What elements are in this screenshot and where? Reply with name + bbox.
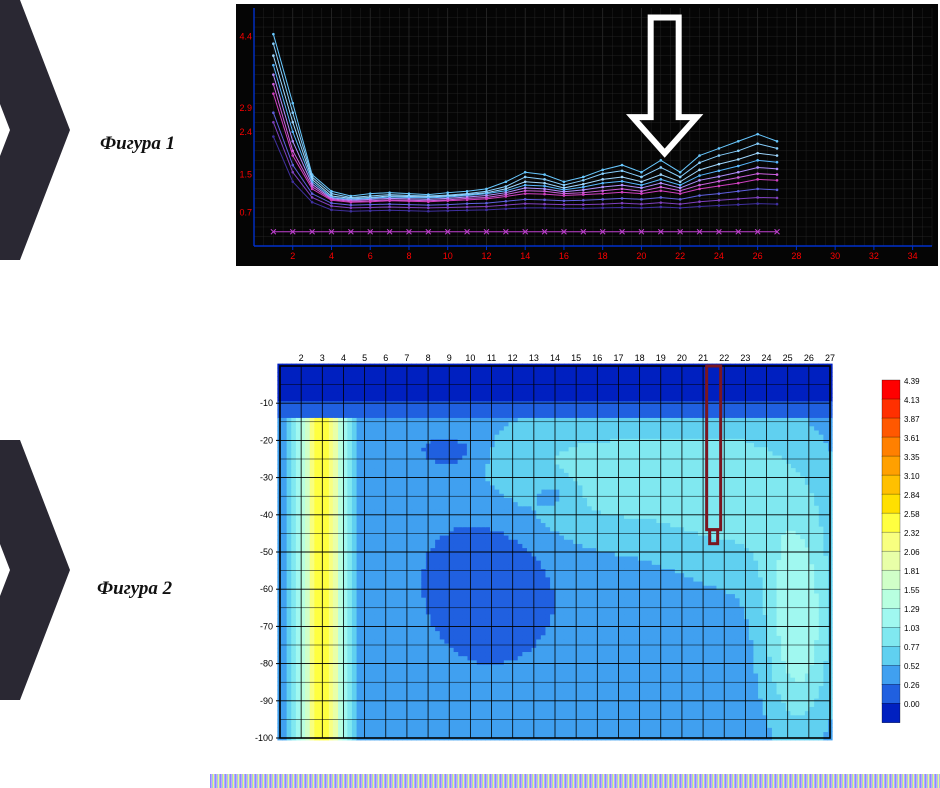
svg-text:28: 28 [791,251,801,261]
svg-text:16: 16 [559,251,569,261]
svg-text:20: 20 [636,251,646,261]
chevron-decor-1 [0,0,80,260]
svg-text:30: 30 [830,251,840,261]
svg-text:2.4: 2.4 [239,127,252,137]
svg-text:18: 18 [598,251,608,261]
svg-text:4.4: 4.4 [239,32,252,42]
noise-footer [210,774,940,788]
svg-text:1.5: 1.5 [239,170,252,180]
figure2-label: Фигура 2 [97,578,172,600]
svg-text:2: 2 [290,251,295,261]
svg-text:6: 6 [368,251,373,261]
svg-text:34: 34 [908,251,918,261]
chevron-decor-2 [0,440,80,700]
svg-text:10: 10 [443,251,453,261]
svg-text:22: 22 [675,251,685,261]
svg-text:14: 14 [520,251,530,261]
svg-text:8: 8 [406,251,411,261]
svg-text:4: 4 [329,251,334,261]
figure1-label: Фигура 1 [100,133,175,155]
chart1-panel: 2468101214161820222426283032340.71.52.42… [236,4,938,266]
chart2-panel: 2345678910111213141516171819202122232425… [236,348,938,758]
svg-text:12: 12 [481,251,491,261]
svg-text:2.9: 2.9 [239,103,252,113]
svg-text:32: 32 [869,251,879,261]
svg-text:26: 26 [753,251,763,261]
svg-text:0.7: 0.7 [239,208,252,218]
svg-text:24: 24 [714,251,724,261]
